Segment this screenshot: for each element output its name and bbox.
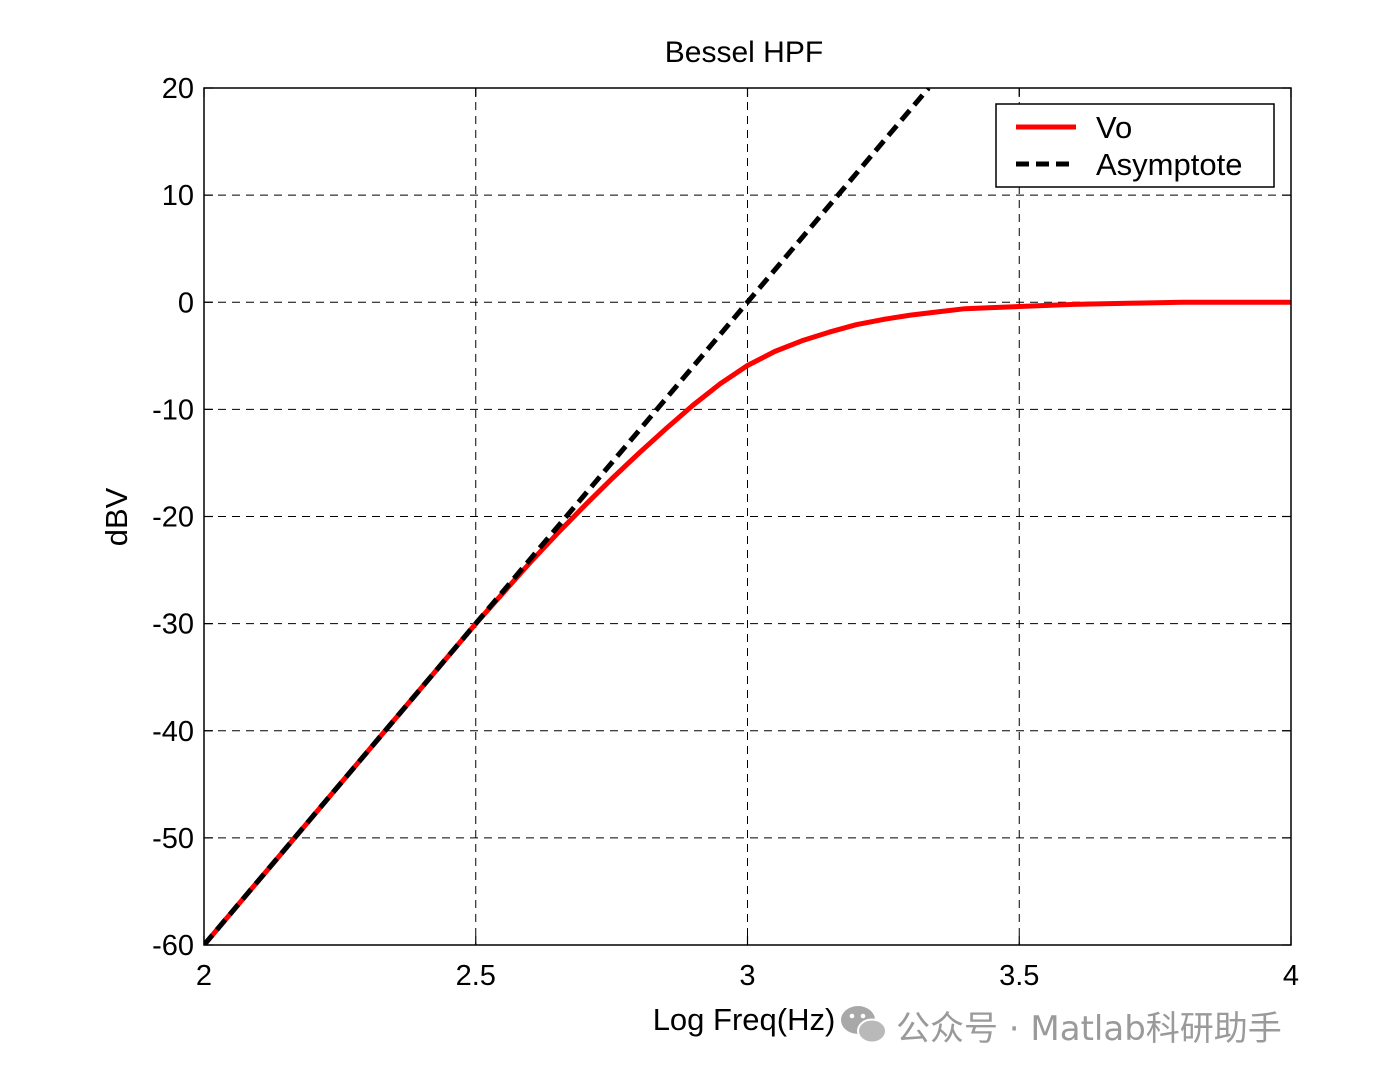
x-tick-label: 3 xyxy=(739,960,755,992)
legend-label-vo: Vo xyxy=(1096,110,1132,145)
y-tick-label: 0 xyxy=(178,287,194,319)
y-tick-label: -30 xyxy=(152,609,194,641)
y-tick-label: -10 xyxy=(152,394,194,426)
y-tick-label: -40 xyxy=(152,716,194,748)
y-tick-label: -50 xyxy=(152,823,194,855)
wechat-icon xyxy=(841,1006,887,1044)
y-tick-label: 20 xyxy=(162,73,194,105)
chart-title: Bessel HPF xyxy=(665,36,823,69)
y-tick-labels: -60 -50 -40 -30 -20 -10 0 10 20 xyxy=(152,73,194,962)
legend-box xyxy=(995,103,1275,188)
y-tick-label: 10 xyxy=(162,180,194,212)
legend-label-asymptote: Asymptote xyxy=(1096,147,1242,182)
grid-lines xyxy=(204,88,1291,945)
legend: Vo Asymptote xyxy=(995,103,1275,188)
y-tick-label: -60 xyxy=(152,930,194,962)
watermark: 公众号 · Matlab科研助手 xyxy=(841,1006,1282,1049)
x-tick-labels: 2 2.5 3 3.5 4 xyxy=(196,960,1299,992)
series-line-asymptote xyxy=(204,88,931,945)
x-tick-label: 4 xyxy=(1283,960,1299,992)
x-tick-label: 2 xyxy=(196,960,212,992)
watermark-text: 公众号 · Matlab科研助手 xyxy=(896,1009,1282,1049)
y-axis-label: dBV xyxy=(99,487,134,546)
y-tick-label: -20 xyxy=(152,502,194,534)
series-lines xyxy=(204,88,1291,945)
x-tick-label: 2.5 xyxy=(456,960,496,992)
x-tick-label: 3.5 xyxy=(999,960,1039,992)
x-axis-label: Log Freq(Hz) xyxy=(653,1002,836,1037)
plot-frame xyxy=(203,87,1292,946)
